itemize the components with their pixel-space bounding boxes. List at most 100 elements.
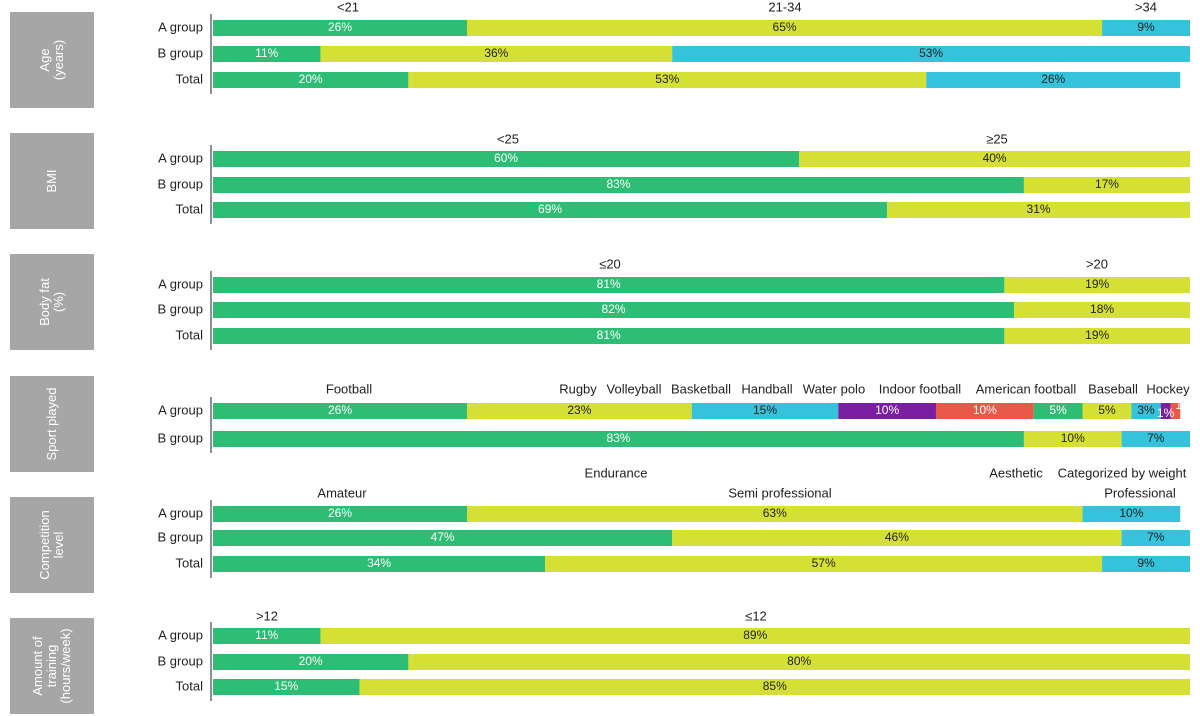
bar-segment — [1082, 403, 1132, 419]
value-label: 31% — [1027, 202, 1051, 216]
value-label: 36% — [484, 46, 508, 60]
bar-segment — [213, 46, 321, 62]
row-label-total: Total — [176, 678, 204, 693]
bar-segment — [213, 654, 409, 670]
value-label: 83% — [606, 177, 630, 191]
row-label-total: Total — [176, 555, 204, 570]
category-label-football: Football — [326, 381, 372, 396]
row-label-b-group: B group — [157, 653, 203, 668]
bar-segment — [408, 72, 927, 88]
panel-competition-level: Competition level Amateur Semi professional… — [10, 485, 1190, 593]
bar-segment — [691, 403, 839, 419]
value-label: 57% — [812, 556, 836, 570]
value-label: 81% — [597, 277, 621, 291]
bar-segment — [213, 431, 1024, 447]
panel-title-line: Body fat — [37, 278, 52, 326]
value-label: 65% — [773, 20, 797, 34]
value-label: 26% — [1041, 72, 1065, 86]
value-label: 10% — [1061, 431, 1085, 445]
bar-segment — [926, 72, 1181, 88]
value-label: 26% — [328, 403, 352, 417]
row-label-b-group: B group — [157, 529, 203, 544]
value-label: 9% — [1137, 20, 1155, 34]
value-label: 10% — [1119, 506, 1143, 520]
bar-segment — [320, 628, 1191, 644]
row-label-a-group: A group — [158, 19, 203, 34]
value-label: 19% — [1085, 277, 1109, 291]
panel-title-line: (years) — [51, 40, 66, 80]
bar-segment — [467, 20, 1103, 36]
bar-segment — [467, 403, 692, 419]
category-label-20: ≤20 — [599, 256, 621, 271]
value-label: 34% — [367, 556, 391, 570]
value-label: 15% — [274, 679, 298, 693]
bar-segment — [887, 202, 1190, 218]
value-label: 63% — [763, 506, 787, 520]
bar-segment — [213, 302, 1015, 318]
category-label-water-polo: Water polo — [803, 381, 865, 396]
value-label: 53% — [919, 46, 943, 60]
value-label: 3% — [1137, 403, 1155, 417]
category-label-volleyball: Volleyball — [607, 381, 662, 396]
value-label: 83% — [606, 431, 630, 445]
row-label-total: Total — [176, 71, 204, 86]
value-label: 18% — [1090, 302, 1114, 316]
value-label: 17% — [1095, 177, 1119, 191]
value-label: 85% — [763, 679, 787, 693]
bar-segment — [213, 151, 800, 167]
value-label: 10% — [875, 403, 899, 417]
panel-title-line: Sport played — [44, 388, 59, 461]
value-label: 7% — [1147, 431, 1165, 445]
category-label-25: <25 — [497, 131, 519, 146]
panel-title-line: level — [51, 532, 66, 559]
value-label: 20% — [299, 72, 323, 86]
value-label: 23% — [567, 403, 591, 417]
value-label: 40% — [983, 151, 1007, 165]
bar-segment — [213, 628, 321, 644]
value-label: 60% — [494, 151, 518, 165]
bar-segment — [213, 177, 1024, 193]
bar-segment — [213, 202, 888, 218]
bar-segment — [320, 46, 673, 62]
category-label-categorized-by-weight: Categorized by weight — [1058, 465, 1187, 480]
panel-bmi: BMI <25 ≥25 A group 60% 40% B group 83% 17% Total… — [10, 131, 1190, 229]
category-label-21: <21 — [337, 0, 359, 14]
bar-segment — [838, 403, 936, 419]
row-label-b-group: B group — [157, 430, 203, 445]
value-label: 53% — [655, 72, 679, 86]
bar-segment — [935, 403, 1034, 419]
bar-segment — [1023, 431, 1122, 447]
bar-segment — [1023, 177, 1190, 193]
bar-segment — [213, 328, 1005, 344]
bar-segment — [1160, 403, 1171, 419]
value-label: 11% — [255, 46, 278, 60]
category-label-endurance: Endurance — [585, 465, 648, 480]
bar-segment — [467, 506, 1083, 522]
row-label-b-group: B group — [157, 301, 203, 316]
bar-segment — [1004, 277, 1190, 293]
row-label-b-group: B group — [157, 176, 203, 191]
panel-title-line: Competition — [37, 510, 52, 579]
bar-segment — [213, 277, 1005, 293]
panel-age-years: Age (years) <21 21-34 >34 A group 26% 65% 9% B gr… — [10, 0, 1190, 108]
category-label-20: >20 — [1086, 256, 1108, 271]
category-label-25: ≥25 — [986, 131, 1008, 146]
panel-sport-played: Sport played Football Rugby Volleyball Baske… — [10, 376, 1193, 480]
panel-title-box — [10, 497, 94, 593]
panel-title-box — [10, 12, 94, 108]
value-label: 5% — [1098, 403, 1116, 417]
category-label-34: >34 — [1135, 0, 1157, 14]
value-label: 1% — [1175, 398, 1193, 412]
bar-segment — [213, 506, 468, 522]
bar-segment — [1131, 403, 1161, 419]
panel-title-box — [10, 618, 94, 714]
bar-segment — [672, 530, 1122, 546]
category-label-12: >12 — [256, 608, 278, 623]
category-label-aesthetic: Aesthetic — [989, 465, 1043, 480]
panel-title-line: training — [44, 645, 59, 688]
category-label-basketball: Basketball — [671, 381, 731, 396]
category-label-baseball: Baseball — [1088, 381, 1138, 396]
panel-title-box — [10, 376, 94, 472]
value-label: 89% — [743, 628, 767, 642]
